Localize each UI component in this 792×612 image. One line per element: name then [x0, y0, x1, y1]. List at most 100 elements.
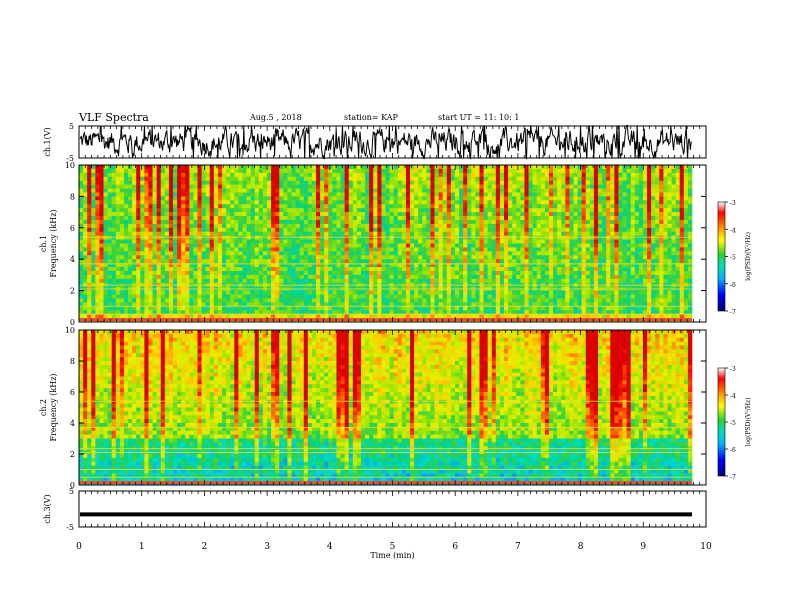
ch1-spectrogram-cell — [577, 216, 582, 221]
ch1-spectrogram-cell — [209, 223, 215, 229]
ch1-spectrogram-cell — [426, 184, 431, 189]
ch1-spectrogram-cell — [95, 219, 100, 225]
ch1-spectrogram-cell — [234, 251, 239, 256]
ch1-spectrogram-cell — [397, 200, 403, 205]
ch1-spectrogram-cell — [675, 196, 681, 201]
ch1-spectrogram-cell — [450, 251, 456, 256]
ch1-spectrogram-cell — [123, 180, 129, 185]
ch1-spectrogram-cell — [479, 200, 484, 205]
ch1-spectrogram-cell — [557, 270, 562, 276]
ch1-spectrogram-cell — [377, 231, 382, 236]
ch1-spectrogram-cell — [111, 255, 117, 260]
ch1-spectrogram-cell — [348, 243, 354, 248]
ch1-spectrogram-cell — [160, 204, 166, 209]
ch1-spectrogram-cell — [565, 165, 570, 170]
ch1-spectrogram-cell — [634, 227, 640, 233]
ch1-spectrogram-cell — [520, 184, 525, 189]
ch1-spectrogram-cell — [356, 243, 362, 248]
ch1-spectrogram-cell — [585, 255, 591, 260]
ch1-spectrogram-cell — [410, 208, 415, 213]
ch1-spectrogram-cell — [152, 216, 157, 221]
ch1-spectrogram-cell — [504, 216, 509, 221]
ch1-spectrogram-cell — [516, 219, 521, 225]
ch1-spectrogram-cell — [340, 212, 345, 217]
ch1-spectrogram-cell — [463, 270, 468, 276]
ch1-spectrogram-cell — [128, 247, 133, 252]
ch1-spectrogram-cell — [495, 200, 501, 205]
ch1-spectrogram-cell — [189, 216, 194, 221]
ch1-spectrogram-cell — [467, 165, 472, 170]
ch1-spectrogram-cell — [177, 184, 182, 189]
ch1-spectrogram-cell — [618, 165, 623, 170]
ch1-spectrogram-cell — [512, 188, 517, 193]
ch1-spectrogram-cell — [606, 227, 611, 233]
ch1-spectrogram-cell — [557, 165, 562, 170]
ch1-spectrogram-cell — [156, 263, 162, 268]
ch1-spectrogram-cell — [622, 235, 627, 240]
ch1-spectrogram-cell — [262, 259, 268, 264]
ch1-spectrogram-cell — [324, 172, 329, 178]
ch1-spectrogram-cell — [381, 188, 386, 193]
ch1-spectrogram-cell — [442, 255, 448, 260]
ch1-spectrogram-cell — [397, 267, 403, 272]
ch1-spectrogram-cell — [140, 267, 145, 272]
ch1-spectrogram-cell — [283, 168, 288, 174]
ch1-spectrogram-cell — [585, 243, 591, 248]
ch1-spectrogram-cell — [647, 239, 652, 244]
ch1-spectrogram-cell — [107, 227, 112, 233]
ch1-spectrogram-cell — [246, 192, 251, 197]
ch1-spectrogram-cell — [414, 188, 419, 193]
ch1-spectrogram-cell — [320, 192, 325, 197]
ch1-spectrogram-cell — [495, 208, 501, 213]
ch1-spectrogram-cell — [565, 200, 570, 205]
ch1-spectrogram-cell — [651, 270, 656, 276]
ch1-spectrogram-cell — [222, 243, 227, 248]
ch1-spectrogram-cell — [536, 176, 542, 181]
ch1-spectrogram-cell — [377, 208, 382, 213]
ch1-spectrogram-cell — [450, 196, 456, 201]
ch1-spectrogram-cell — [479, 263, 484, 268]
ch1-spectrogram-cell — [156, 196, 162, 201]
ch1-spectrogram-cell — [663, 192, 668, 197]
ch1-spectrogram-cell — [205, 196, 211, 201]
ch1-spectrogram-cell — [115, 267, 121, 272]
ch1-spectrogram-cell — [205, 208, 211, 213]
ch1-spectrogram-cell — [671, 278, 676, 284]
ch1-spectrogram-cell — [320, 255, 325, 260]
ch1-spectrogram-cell — [365, 223, 370, 229]
ch1-spectrogram-cell — [222, 219, 227, 225]
ch1-spectrogram-cell — [532, 192, 538, 197]
ch1-spectrogram-cell — [446, 184, 452, 189]
ch1-spectrogram-cell — [602, 223, 607, 229]
ch1-spectrogram-cell — [679, 200, 685, 205]
ch1-spectrogram-cell — [508, 219, 513, 225]
ch1-spectrogram-cell — [222, 227, 227, 233]
ch1-spectrogram-cell — [111, 243, 117, 248]
ch1-spectrogram-cell — [581, 180, 587, 185]
ch1-spectrogram-cell — [83, 212, 88, 217]
ch1-spectrogram-cell — [475, 259, 480, 264]
ch1-spectrogram-cell — [687, 180, 693, 185]
ch1-spectrogram-cell — [328, 172, 333, 178]
ch1-spectrogram-cell — [254, 168, 260, 174]
ch1-spectrogram-cell — [385, 180, 390, 185]
ch1-spectrogram-cell — [123, 251, 129, 256]
ch1-spectrogram-cell — [197, 259, 202, 264]
ch1-spectrogram-cell — [401, 235, 407, 240]
ch1-spectrogram-cell — [401, 200, 407, 205]
ch1-spectrogram-cell — [356, 192, 362, 197]
ch1-spectrogram-cell — [405, 223, 411, 229]
ch1-spectrogram-cell — [667, 223, 672, 229]
ch1-spectrogram-cell — [577, 243, 582, 248]
ch1-spectrogram-cell — [659, 219, 664, 225]
ch1-spectrogram-cell — [213, 168, 219, 174]
ch1-spectrogram-cell — [536, 216, 542, 221]
ch1-spectrogram-cell — [201, 180, 206, 185]
ch1-spectrogram-cell — [107, 180, 112, 185]
ch1-spectrogram-cell — [303, 231, 309, 236]
ch1-spectrogram-cell — [299, 263, 305, 268]
ch1-spectrogram-cell — [177, 223, 182, 229]
ch1-spectrogram-cell — [275, 180, 280, 185]
ch1-spectrogram-cell — [336, 243, 341, 248]
ch1-spectrogram-cell — [107, 192, 112, 197]
